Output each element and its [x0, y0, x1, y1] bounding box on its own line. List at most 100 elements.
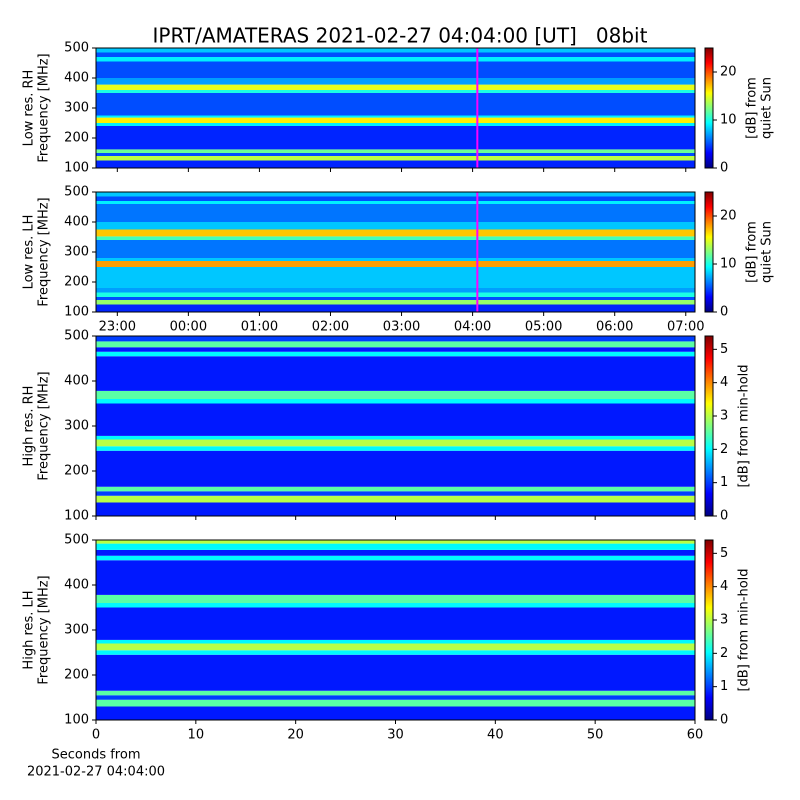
y-tick-label: 400	[64, 578, 89, 593]
x-tick-label: 05:00	[525, 320, 562, 335]
x-tick-label: 23:00	[99, 320, 136, 335]
x-tick-label: 00:00	[170, 320, 207, 335]
colorbar-tick-label: 4	[720, 579, 728, 594]
y-tick-label: 100	[64, 713, 89, 728]
heatmap-cell	[96, 300, 695, 305]
y-tick-label: 200	[64, 131, 89, 146]
colorbar-tick-label: 20	[720, 65, 737, 80]
heatmap-cell	[96, 594, 695, 603]
heatmap-cell	[96, 347, 695, 352]
heatmap-cell	[96, 699, 695, 707]
heatmap-cell	[96, 196, 695, 201]
heatmap-cell	[96, 341, 695, 348]
heatmap-cell	[96, 336, 695, 342]
heatmap-cell	[96, 261, 695, 267]
colorbar-label: [dB] from	[745, 77, 760, 139]
heatmap-cell	[96, 149, 695, 153]
heatmap-cell	[96, 603, 695, 608]
x-tick-label: 30	[387, 728, 404, 743]
heatmap-cell	[96, 240, 695, 258]
heatmap-cell	[96, 93, 695, 116]
heatmap-cell	[96, 57, 695, 62]
colorbar-tick-label: 5	[720, 342, 728, 357]
heatmap-cell	[96, 258, 695, 261]
heatmap-cell	[96, 204, 695, 222]
heatmap-cell	[96, 351, 695, 357]
y-axis-label: High res. RH	[22, 386, 37, 467]
heatmap-cell	[96, 236, 695, 240]
y-tick-label: 400	[64, 215, 89, 230]
heatmap-cell	[96, 304, 695, 312]
heatmap-cell	[96, 78, 695, 85]
heatmap-cell	[96, 654, 695, 691]
y-tick-label: 500	[64, 185, 89, 200]
x-tick-label: 04:00	[454, 320, 491, 335]
y-tick-label: 500	[64, 533, 89, 548]
x-tick-label: 07:00	[667, 320, 704, 335]
colorbar-tick-label: 3	[720, 613, 728, 628]
heatmap-cell	[96, 156, 695, 161]
colorbar	[704, 335, 714, 517]
colorbar-tick-label: 0	[720, 305, 728, 320]
heatmap-cell	[96, 117, 695, 123]
y-tick-label: 300	[64, 419, 89, 434]
x-tick-label: 50	[587, 728, 604, 743]
colorbar-tick-label: 5	[720, 546, 728, 561]
heatmap-cell	[96, 229, 695, 237]
heatmap-cell	[96, 650, 695, 655]
x-tick-label: 20	[287, 728, 304, 743]
y-tick-label: 300	[64, 101, 89, 116]
colorbar-tick-label: 1	[720, 475, 728, 490]
colorbar-tick-label: 10	[720, 113, 737, 128]
heatmap-cell	[96, 115, 695, 118]
y-tick-label: 200	[64, 464, 89, 479]
y-tick-label: 500	[64, 329, 89, 344]
colorbar-label: [dB] from min-hold	[737, 568, 752, 691]
heatmap-cell	[96, 555, 695, 561]
x-tick-label: 02:00	[312, 320, 349, 335]
colorbar	[704, 47, 714, 169]
x-tick-label: 0	[92, 728, 100, 743]
x-tick-label: 40	[487, 728, 504, 743]
heatmap-cell	[96, 126, 695, 150]
colorbar-tick-label: 4	[720, 375, 728, 390]
heatmap-cell	[96, 560, 695, 595]
heatmap-cell	[96, 201, 695, 204]
colorbar-tick-label: 20	[720, 209, 737, 224]
colorbar	[704, 539, 714, 721]
y-axis-label: Frequency [MHz]	[37, 371, 52, 480]
heatmap-cell	[96, 643, 695, 651]
heatmap-cell	[96, 90, 695, 93]
heatmap-cell	[96, 695, 695, 700]
heatmap-cell	[96, 435, 695, 440]
y-axis-label: Low res. RH	[22, 70, 37, 147]
y-tick-label: 400	[64, 71, 89, 86]
colorbar-tick-label: 1	[720, 679, 728, 694]
heatmap-cell	[96, 491, 695, 496]
heatmap-cell	[96, 403, 695, 436]
x-axis-label: 2021-02-27 04:04:00	[27, 765, 165, 780]
y-tick-label: 300	[64, 245, 89, 260]
heatmap-cell	[96, 549, 695, 556]
heatmap-cell	[96, 399, 695, 404]
y-axis-label: Frequency [MHz]	[37, 53, 52, 162]
heatmap-cell	[96, 486, 695, 492]
heatmap-cell	[96, 607, 695, 640]
colorbar-tick-label: 0	[720, 509, 728, 524]
heatmap-cell	[96, 160, 695, 168]
heatmap-cell	[96, 356, 695, 391]
heatmap-cell	[96, 439, 695, 447]
y-axis-label: Low res. LH	[22, 215, 37, 290]
x-tick-label: 60	[687, 728, 704, 743]
colorbar-tick-label: 2	[720, 442, 728, 457]
heatmap-cell	[96, 495, 695, 503]
heatmap-cell	[96, 543, 695, 550]
heatmap-cell	[96, 61, 695, 78]
y-tick-label: 100	[64, 305, 89, 320]
heatmap-cell	[96, 84, 695, 90]
y-tick-label: 200	[64, 668, 89, 683]
colorbar	[704, 191, 714, 313]
colorbar-label: quiet Sun	[760, 77, 775, 139]
heatmap-cell	[96, 288, 695, 293]
